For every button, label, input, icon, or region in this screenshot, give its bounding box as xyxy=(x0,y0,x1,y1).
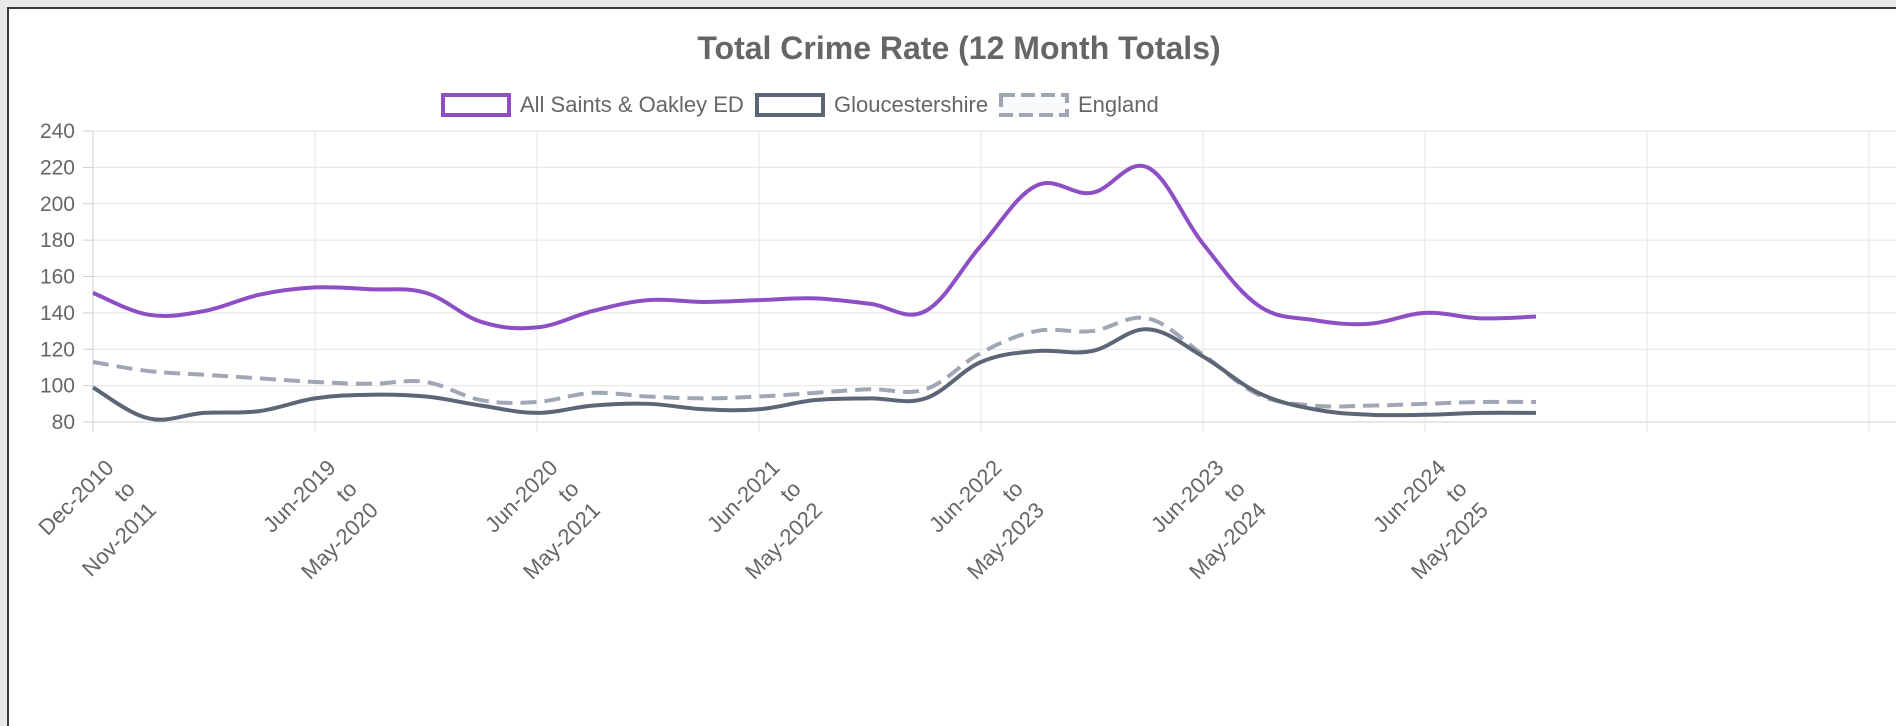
legend-label-2[interactable]: England xyxy=(1078,92,1159,117)
y-tick-label: 140 xyxy=(40,302,75,325)
chart-grid xyxy=(83,130,1896,432)
x-tick-line: to xyxy=(1219,476,1250,507)
x-tick-line: May-2021 xyxy=(518,497,605,584)
x-tick-line: Nov-2011 xyxy=(77,497,161,581)
legend-swatch-2[interactable] xyxy=(999,93,1069,117)
x-tick-line: Jun-2024 xyxy=(1368,455,1451,538)
series-lines xyxy=(91,163,1537,422)
x-tick-line: May-2022 xyxy=(740,497,827,584)
x-tick-line: May-2023 xyxy=(962,497,1049,584)
line-chart: Total Crime Rate (12 Month Totals) All S… xyxy=(33,30,1896,584)
x-tick-line: to xyxy=(997,476,1028,507)
series-line-1 xyxy=(91,327,1537,422)
x-tick-line: May-2020 xyxy=(296,497,383,584)
x-tick-line: to xyxy=(1441,476,1472,507)
legend-label-0[interactable]: All Saints & Oakley ED xyxy=(520,92,744,117)
x-tick-line: May-2024 xyxy=(1184,497,1271,584)
y-tick-label: 160 xyxy=(40,266,75,289)
x-tick-line: Dec-2010 xyxy=(33,455,118,540)
chart-legend: All Saints & Oakley ED Gloucestershire Eng… xyxy=(441,92,1159,117)
y-tick-label: 100 xyxy=(40,375,75,398)
x-tick-line: Jun-2022 xyxy=(924,455,1007,538)
x-tick-line: Jun-2020 xyxy=(480,455,563,538)
y-tick-label: 240 xyxy=(40,120,75,143)
chart-frame: Total Crime Rate (12 Month Totals) All S… xyxy=(7,7,1896,726)
x-tick-line: to xyxy=(553,476,584,507)
x-tick-line: Jun-2023 xyxy=(1146,455,1229,538)
y-axis: 80 100 120 140 160 180 200 220 240 xyxy=(40,120,75,434)
series-line-2 xyxy=(92,315,1537,409)
series-line-0 xyxy=(92,163,1537,331)
legend-swatch-0[interactable] xyxy=(441,93,511,117)
y-tick-label: 220 xyxy=(40,156,75,179)
x-tick-line: to xyxy=(109,476,140,507)
y-tick-label: 200 xyxy=(40,193,75,216)
x-axis: Dec-2010toNov-2011Jun-2019toMay-2020Jun-… xyxy=(33,455,1493,584)
chart-title: Total Crime Rate (12 Month Totals) xyxy=(697,30,1220,66)
legend-swatch-1[interactable] xyxy=(755,93,825,117)
x-tick-line: to xyxy=(775,476,806,507)
x-tick-line: Jun-2019 xyxy=(258,455,341,538)
x-tick-line: May-2025 xyxy=(1406,497,1493,584)
y-tick-label: 120 xyxy=(40,338,75,361)
x-tick-line: to xyxy=(331,476,362,507)
legend-label-1[interactable]: Gloucestershire xyxy=(834,92,988,117)
x-tick-line: Jun-2021 xyxy=(702,455,785,538)
y-tick-label: 180 xyxy=(40,229,75,252)
y-tick-label: 80 xyxy=(52,411,75,434)
